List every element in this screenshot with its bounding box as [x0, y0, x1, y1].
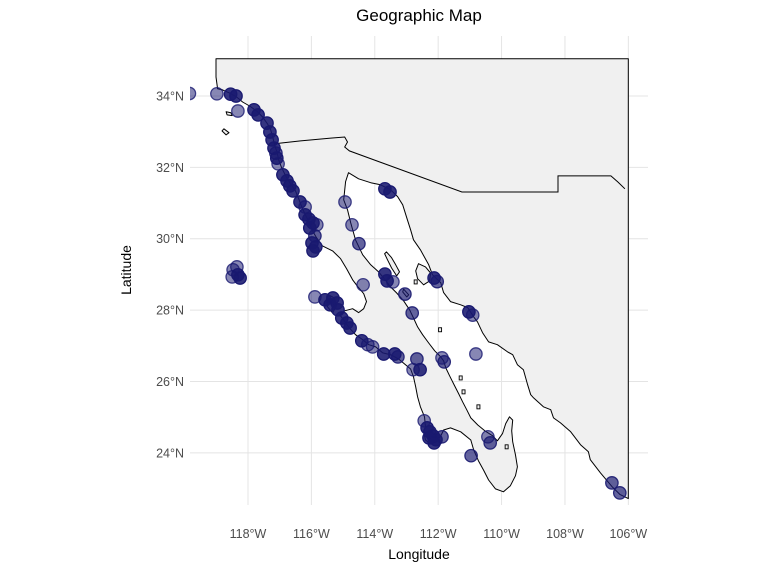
y-tick-label: 24°N	[156, 446, 184, 460]
y-axis-title: Latitude	[118, 245, 134, 295]
islet	[476, 404, 481, 410]
data-point	[365, 340, 380, 354]
data-point	[190, 86, 197, 101]
data-point	[605, 476, 619, 490]
data-point	[210, 86, 224, 101]
data-point	[251, 108, 265, 122]
data-point	[612, 486, 627, 500]
x-tick-label: 106°W	[610, 527, 648, 541]
x-tick-label: 112°W	[420, 527, 457, 541]
data-point	[383, 185, 397, 199]
y-tick-label: 28°N	[156, 304, 184, 318]
x-tick-label: 108°W	[546, 527, 584, 541]
data-point	[430, 274, 445, 289]
y-tick-label: 34°N	[156, 89, 184, 103]
land-polygon	[384, 251, 400, 277]
data-point	[483, 436, 498, 450]
x-tick-label: 118°W	[230, 527, 267, 541]
land-polygon	[225, 111, 233, 117]
data-point	[413, 362, 427, 377]
x-tick-label: 116°W	[293, 527, 330, 541]
data-point	[229, 89, 243, 103]
data-point	[398, 287, 412, 301]
data-point	[405, 306, 420, 320]
islet	[438, 327, 443, 333]
us-mexico-border-line	[274, 136, 626, 193]
x-axis-title: Longitude	[388, 546, 450, 562]
data-point	[386, 275, 400, 289]
land-polygon	[221, 128, 230, 136]
y-tick-label: 32°N	[156, 161, 184, 175]
data-point	[464, 448, 478, 463]
data-point	[231, 104, 245, 118]
data-point	[352, 236, 366, 251]
islet	[458, 375, 463, 381]
y-tick-label: 30°N	[156, 232, 184, 246]
data-point	[225, 270, 240, 284]
data-point	[286, 184, 300, 198]
data-point	[345, 217, 359, 232]
chart-title: Geographic Map	[356, 6, 482, 25]
islet	[504, 444, 509, 450]
y-tick-label: 26°N	[156, 375, 184, 389]
map-layer	[190, 58, 629, 500]
land-polygon	[415, 263, 432, 286]
data-point	[309, 217, 324, 232]
data-point	[465, 308, 480, 322]
data-point	[391, 350, 405, 364]
islet	[413, 279, 418, 285]
data-point	[338, 195, 352, 209]
x-tick-label: 114°W	[356, 527, 393, 541]
x-tick-label: 110°W	[483, 527, 520, 541]
data-point	[356, 277, 370, 292]
data-point	[427, 436, 441, 450]
data-point	[469, 347, 483, 361]
data-point	[306, 244, 320, 258]
data-point	[343, 321, 357, 335]
data-point	[437, 355, 452, 369]
islet	[461, 389, 466, 395]
